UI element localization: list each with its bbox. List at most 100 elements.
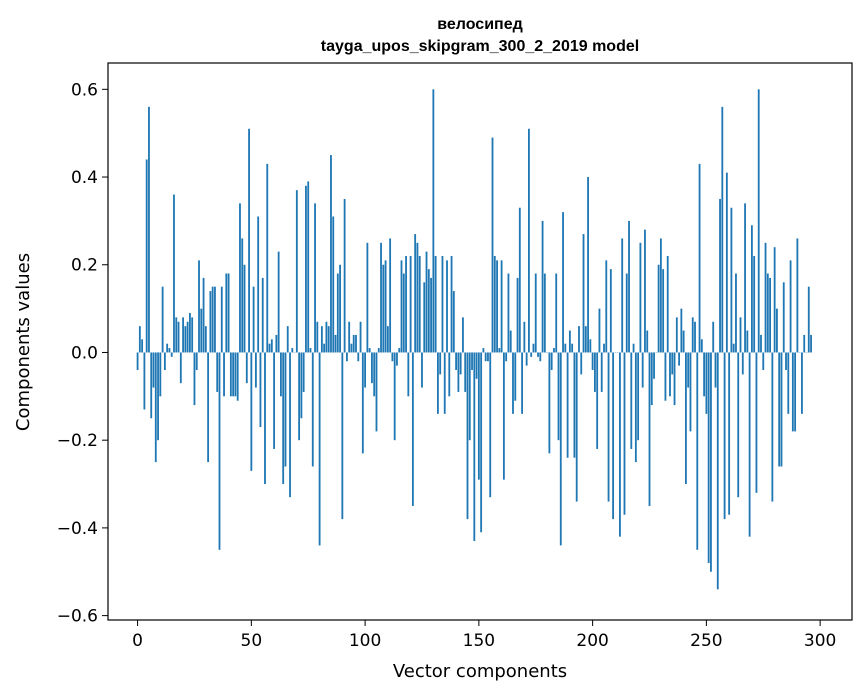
bar [650,352,653,406]
bar [575,352,578,502]
bar [698,163,701,353]
bar [193,352,196,406]
bar [298,352,301,441]
bar [423,282,426,353]
bar [191,317,194,353]
bar [182,317,184,353]
bar [700,339,703,353]
bar [619,352,621,537]
bar [414,234,417,353]
bar [634,352,637,463]
bar [593,352,596,392]
bar [557,352,560,441]
bar [555,273,558,353]
bar [514,352,517,401]
bar [600,352,603,392]
bar [163,352,166,370]
bar [416,242,419,353]
bar [502,352,505,480]
bar [539,352,542,362]
bar [785,352,787,370]
bar [694,321,696,353]
bar [245,352,248,384]
bar [675,317,678,353]
bar [562,212,564,353]
bar [578,326,580,353]
x-tick-label: 100 [349,631,381,651]
bar [778,352,781,467]
bar [710,352,712,572]
bar [364,352,367,388]
bar [639,242,642,353]
bar [591,352,594,370]
bar [791,352,794,432]
bar [314,203,316,353]
bar [580,352,583,375]
bar [500,260,503,353]
bar [541,220,544,353]
bar [487,352,489,362]
bar [750,225,753,353]
bar [264,352,266,485]
plot-frame [107,62,853,621]
bar [509,330,512,353]
bar [223,352,225,397]
bar [735,273,737,353]
bar [282,352,285,485]
bar [186,321,189,353]
bar [289,352,291,498]
bar [789,260,792,353]
x-axis-label: Vector components [393,661,567,682]
bar [641,352,644,388]
bar [143,352,146,410]
bar [209,291,212,353]
bar [432,89,435,353]
bar [207,352,210,463]
bar [373,352,376,397]
bar [382,264,385,353]
bar [771,352,774,502]
y-axis-ticks: −0.6 −0.4 −0.2 0.0 0.2 0.4 0.6 [57,80,108,627]
bar [159,352,162,397]
bar [266,163,269,353]
bar [716,352,719,590]
bar [402,273,405,353]
bar [689,352,692,432]
bar [280,352,282,397]
bar [138,326,141,353]
bar [637,352,640,441]
bar [728,352,731,515]
bar [780,352,783,467]
bar [653,352,655,379]
bar [327,326,330,353]
bar [766,273,769,353]
bar [744,203,746,353]
bar [257,216,260,353]
bar [261,277,264,353]
bar [179,352,182,384]
bar [214,286,216,353]
bar [305,185,307,353]
bar [482,348,485,353]
bar [316,321,319,353]
bar [682,330,685,353]
bar [518,207,521,353]
bar [628,220,630,353]
bar [480,352,483,533]
bar [311,352,314,467]
bar [386,326,389,353]
bar [284,352,287,467]
bar [507,273,510,353]
y-axis-label: Components values [13,253,34,431]
bar [530,352,533,357]
bar [769,277,771,353]
bar [345,352,348,362]
bar [534,273,537,353]
bar [714,352,717,388]
bar [361,352,364,454]
bar [477,352,480,480]
bar [393,352,396,441]
bar [339,264,341,353]
bar [200,308,203,353]
